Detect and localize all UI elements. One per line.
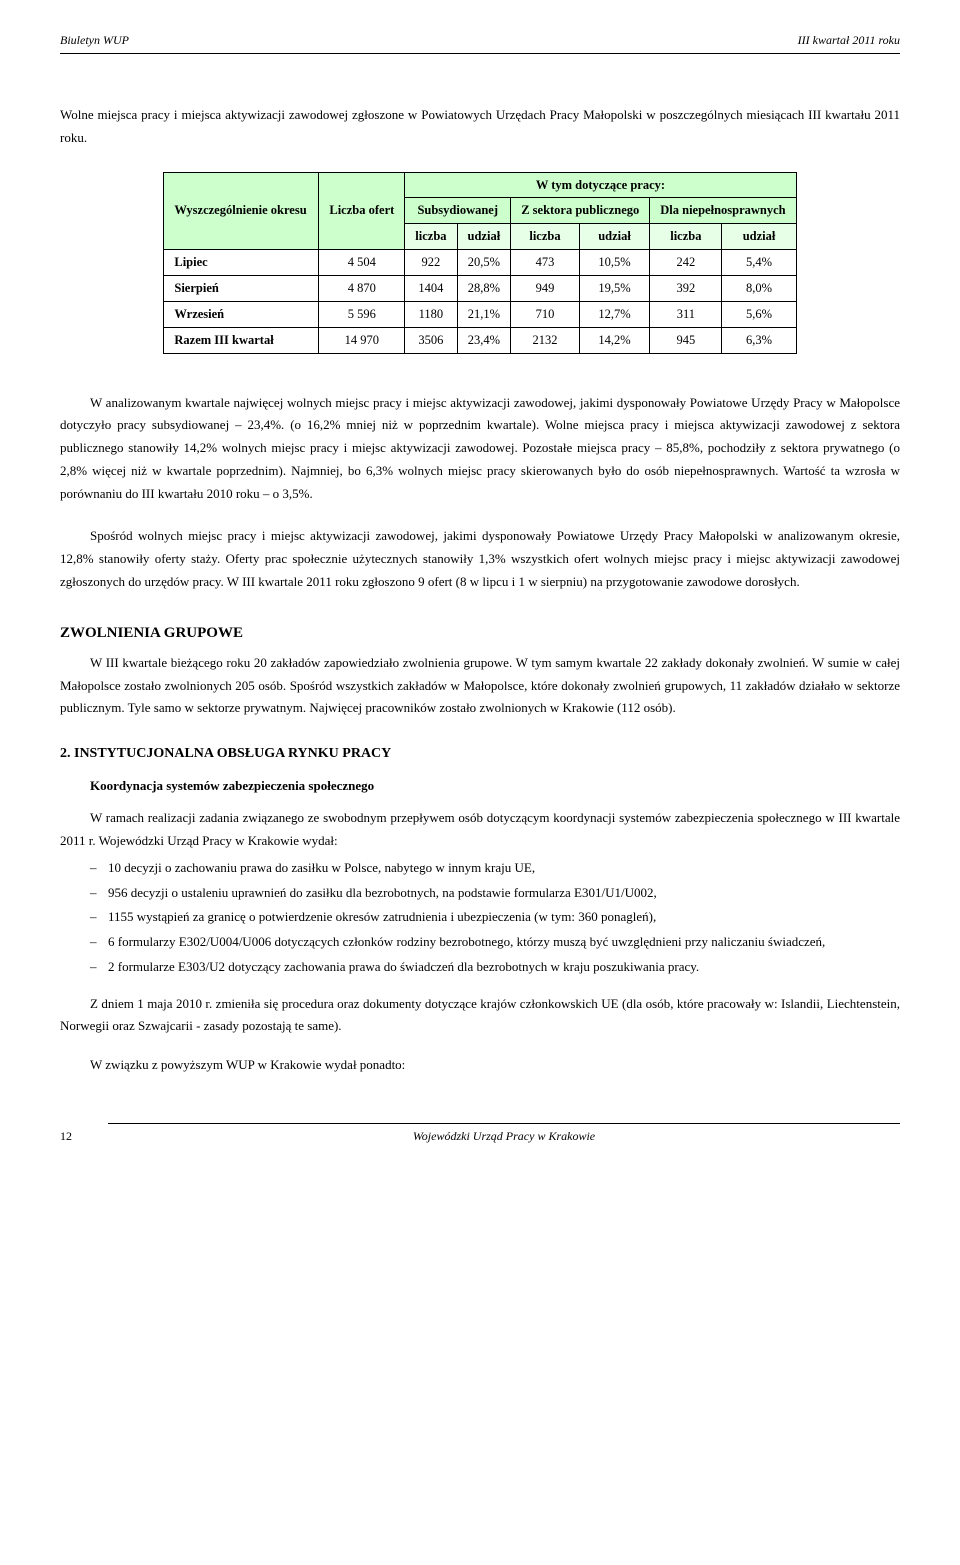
offers-table: Wyszczególnienie okresu Liczba ofert W t…: [163, 172, 796, 354]
th-sektor: Z sektora publicznego: [511, 198, 650, 224]
row-label: Lipiec: [164, 250, 319, 276]
table-row: Lipiec4 50492220,5%47310,5%2425,4%: [164, 250, 796, 276]
th-sub-0: liczba: [405, 224, 457, 250]
row-label: Sierpień: [164, 276, 319, 302]
row-val: 8,0%: [722, 276, 796, 302]
zwolnienia-p: W III kwartale bieżącego roku 20 zakładó…: [60, 652, 900, 720]
row-val: 14,2%: [579, 327, 649, 353]
row-label: Razem III kwartał: [164, 327, 319, 353]
row-val: 392: [650, 276, 722, 302]
body-p1: W analizowanym kwartale najwięcej wolnyc…: [60, 392, 900, 506]
row-ofert: 5 596: [319, 301, 405, 327]
row-val: 949: [511, 276, 580, 302]
sec2-after2: W związku z powyższym WUP w Krakowie wyd…: [60, 1054, 900, 1077]
th-okres: Wyszczególnienie okresu: [164, 172, 319, 250]
zwolnienia-title: ZWOLNIENIA GRUPOWE: [60, 620, 900, 646]
intro-paragraph: Wolne miejsca pracy i miejsca aktywizacj…: [60, 104, 900, 150]
th-top: W tym dotyczące pracy:: [405, 172, 796, 198]
th-sub-2: liczba: [511, 224, 580, 250]
row-val: 1180: [405, 301, 457, 327]
bullet-item: 1155 wystąpień za granicę o potwierdzeni…: [90, 906, 900, 929]
header-left: Biuletyn WUP: [60, 30, 129, 51]
table-row: Wrzesień5 596118021,1%71012,7%3115,6%: [164, 301, 796, 327]
row-val: 945: [650, 327, 722, 353]
row-val: 19,5%: [579, 276, 649, 302]
sec2-title: 2. INSTYTUCJONALNA OBSŁUGA RYNKU PRACY: [60, 742, 900, 767]
th-sub-1: udział: [457, 224, 511, 250]
table-row: Razem III kwartał14 970350623,4%213214,2…: [164, 327, 796, 353]
row-ofert: 4 870: [319, 276, 405, 302]
row-val: 6,3%: [722, 327, 796, 353]
row-val: 473: [511, 250, 580, 276]
row-val: 3506: [405, 327, 457, 353]
row-ofert: 4 504: [319, 250, 405, 276]
row-label: Wrzesień: [164, 301, 319, 327]
row-val: 5,4%: [722, 250, 796, 276]
th-liczba-ofert: Liczba ofert: [319, 172, 405, 250]
row-val: 28,8%: [457, 276, 511, 302]
row-val: 20,5%: [457, 250, 511, 276]
row-val: 311: [650, 301, 722, 327]
row-val: 242: [650, 250, 722, 276]
table-row: Sierpień4 870140428,8%94919,5%3928,0%: [164, 276, 796, 302]
row-val: 1404: [405, 276, 457, 302]
row-val: 922: [405, 250, 457, 276]
th-subsyd: Subsydiowanej: [405, 198, 511, 224]
row-val: 21,1%: [457, 301, 511, 327]
th-niepel: Dla niepełnosprawnych: [650, 198, 796, 224]
sec2-bullets: 10 decyzji o zachowaniu prawa do zasiłku…: [90, 857, 900, 979]
sec2-intro: W ramach realizacji zadania związanego z…: [60, 807, 900, 853]
header-right: III kwartał 2011 roku: [798, 30, 900, 51]
bullet-item: 6 formularzy E302/U004/U006 dotyczących …: [90, 931, 900, 954]
page-footer: 12 Wojewódzki Urząd Pracy w Krakowie: [60, 1123, 900, 1147]
sec2-after1: Z dniem 1 maja 2010 r. zmieniła się proc…: [60, 993, 900, 1039]
bullet-item: 10 decyzji o zachowaniu prawa do zasiłku…: [90, 857, 900, 880]
row-val: 5,6%: [722, 301, 796, 327]
row-val: 2132: [511, 327, 580, 353]
row-val: 710: [511, 301, 580, 327]
th-sub-5: udział: [722, 224, 796, 250]
row-val: 23,4%: [457, 327, 511, 353]
bullet-item: 2 formularze E303/U2 dotyczący zachowani…: [90, 956, 900, 979]
row-ofert: 14 970: [319, 327, 405, 353]
th-sub-4: liczba: [650, 224, 722, 250]
body-p2: Spośród wolnych miejsc pracy i miejsc ak…: [60, 525, 900, 593]
bullet-item: 956 decyzji o ustaleniu uprawnień do zas…: [90, 882, 900, 905]
footer-org: Wojewódzki Urząd Pracy w Krakowie: [108, 1123, 900, 1147]
page-header: Biuletyn WUP III kwartał 2011 roku: [60, 30, 900, 54]
sec2-sub: Koordynacja systemów zabezpieczenia społ…: [90, 775, 900, 798]
th-sub-3: udział: [579, 224, 649, 250]
row-val: 12,7%: [579, 301, 649, 327]
row-val: 10,5%: [579, 250, 649, 276]
footer-page: 12: [60, 1126, 90, 1147]
